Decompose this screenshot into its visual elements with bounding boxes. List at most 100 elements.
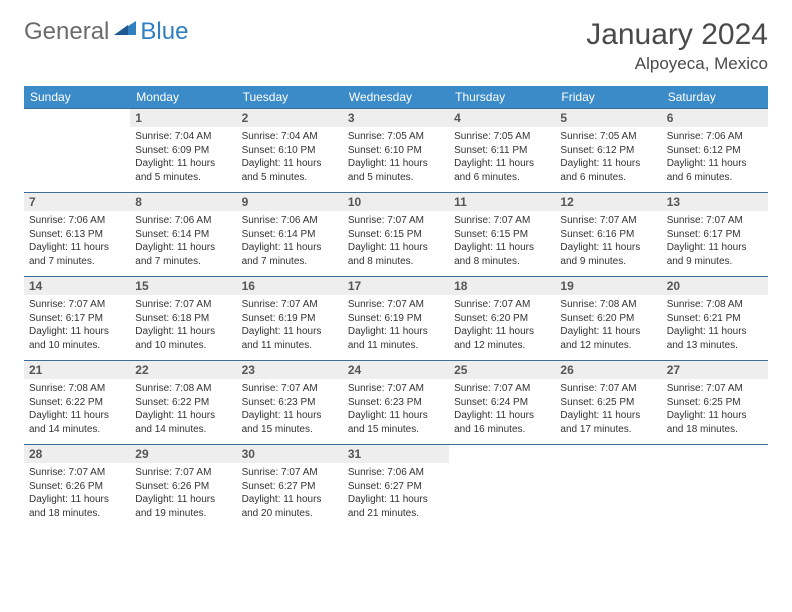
sunset-line: Sunset: 6:15 PM	[454, 228, 550, 242]
day-number: 8	[130, 193, 236, 211]
week-row: 14Sunrise: 7:07 AMSunset: 6:17 PMDayligh…	[24, 277, 768, 361]
day-cell: 1Sunrise: 7:04 AMSunset: 6:09 PMDaylight…	[130, 109, 236, 193]
sunrise-line: Sunrise: 7:08 AM	[29, 382, 125, 396]
weekday-header: Friday	[555, 86, 661, 109]
title-block: January 2024 Alpoyeca, Mexico	[586, 18, 768, 74]
day-details: Sunrise: 7:06 AMSunset: 6:12 PMDaylight:…	[662, 127, 768, 192]
day-cell: 21Sunrise: 7:08 AMSunset: 6:22 PMDayligh…	[24, 361, 130, 445]
sunrise-line: Sunrise: 7:07 AM	[454, 382, 550, 396]
sunrise-line: Sunrise: 7:08 AM	[135, 382, 231, 396]
day-cell: 4Sunrise: 7:05 AMSunset: 6:11 PMDaylight…	[449, 109, 555, 193]
weekday-header: Saturday	[662, 86, 768, 109]
sunset-line: Sunset: 6:19 PM	[242, 312, 338, 326]
daylight-line: Daylight: 11 hours and 20 minutes.	[242, 493, 338, 520]
day-cell: 31Sunrise: 7:06 AMSunset: 6:27 PMDayligh…	[343, 445, 449, 529]
daylight-line: Daylight: 11 hours and 14 minutes.	[29, 409, 125, 436]
sunset-line: Sunset: 6:18 PM	[135, 312, 231, 326]
weekday-header: Thursday	[449, 86, 555, 109]
sunset-line: Sunset: 6:21 PM	[667, 312, 763, 326]
day-number: 19	[555, 277, 661, 295]
week-row: 1Sunrise: 7:04 AMSunset: 6:09 PMDaylight…	[24, 109, 768, 193]
day-details: Sunrise: 7:06 AMSunset: 6:14 PMDaylight:…	[130, 211, 236, 276]
sunrise-line: Sunrise: 7:06 AM	[348, 466, 444, 480]
day-details: Sunrise: 7:07 AMSunset: 6:26 PMDaylight:…	[130, 463, 236, 528]
daylight-line: Daylight: 11 hours and 6 minutes.	[454, 157, 550, 184]
sunrise-line: Sunrise: 7:07 AM	[29, 466, 125, 480]
daylight-line: Daylight: 11 hours and 12 minutes.	[454, 325, 550, 352]
day-details: Sunrise: 7:04 AMSunset: 6:09 PMDaylight:…	[130, 127, 236, 192]
day-details: Sunrise: 7:08 AMSunset: 6:21 PMDaylight:…	[662, 295, 768, 360]
day-number: 1	[130, 109, 236, 127]
day-cell: 23Sunrise: 7:07 AMSunset: 6:23 PMDayligh…	[237, 361, 343, 445]
sunset-line: Sunset: 6:16 PM	[560, 228, 656, 242]
sunrise-line: Sunrise: 7:07 AM	[135, 466, 231, 480]
sunrise-line: Sunrise: 7:06 AM	[667, 130, 763, 144]
sunset-line: Sunset: 6:19 PM	[348, 312, 444, 326]
daylight-line: Daylight: 11 hours and 9 minutes.	[560, 241, 656, 268]
weekday-header: Sunday	[24, 86, 130, 109]
sunset-line: Sunset: 6:12 PM	[667, 144, 763, 158]
day-details: Sunrise: 7:07 AMSunset: 6:15 PMDaylight:…	[449, 211, 555, 276]
day-cell: 5Sunrise: 7:05 AMSunset: 6:12 PMDaylight…	[555, 109, 661, 193]
day-number: 12	[555, 193, 661, 211]
sunrise-line: Sunrise: 7:06 AM	[135, 214, 231, 228]
day-details: Sunrise: 7:08 AMSunset: 6:22 PMDaylight:…	[130, 379, 236, 444]
daylight-line: Daylight: 11 hours and 5 minutes.	[135, 157, 231, 184]
day-details: Sunrise: 7:07 AMSunset: 6:23 PMDaylight:…	[343, 379, 449, 444]
daylight-line: Daylight: 11 hours and 18 minutes.	[667, 409, 763, 436]
sunrise-line: Sunrise: 7:07 AM	[348, 298, 444, 312]
daylight-line: Daylight: 11 hours and 6 minutes.	[667, 157, 763, 184]
sunrise-line: Sunrise: 7:07 AM	[135, 298, 231, 312]
daylight-line: Daylight: 11 hours and 7 minutes.	[29, 241, 125, 268]
daylight-line: Daylight: 11 hours and 6 minutes.	[560, 157, 656, 184]
page-header: General Blue January 2024 Alpoyeca, Mexi…	[24, 18, 768, 74]
day-cell	[449, 445, 555, 529]
day-cell: 8Sunrise: 7:06 AMSunset: 6:14 PMDaylight…	[130, 193, 236, 277]
day-details: Sunrise: 7:07 AMSunset: 6:25 PMDaylight:…	[662, 379, 768, 444]
sunrise-line: Sunrise: 7:05 AM	[348, 130, 444, 144]
sunset-line: Sunset: 6:15 PM	[348, 228, 444, 242]
daylight-line: Daylight: 11 hours and 10 minutes.	[29, 325, 125, 352]
day-details: Sunrise: 7:05 AMSunset: 6:12 PMDaylight:…	[555, 127, 661, 192]
sunrise-line: Sunrise: 7:08 AM	[667, 298, 763, 312]
day-number: 3	[343, 109, 449, 127]
day-number: 4	[449, 109, 555, 127]
day-details: Sunrise: 7:07 AMSunset: 6:26 PMDaylight:…	[24, 463, 130, 528]
location: Alpoyeca, Mexico	[586, 54, 768, 74]
sunset-line: Sunset: 6:14 PM	[135, 228, 231, 242]
daylight-line: Daylight: 11 hours and 18 minutes.	[29, 493, 125, 520]
logo: General Blue	[24, 18, 188, 46]
sunset-line: Sunset: 6:14 PM	[242, 228, 338, 242]
sunset-line: Sunset: 6:10 PM	[348, 144, 444, 158]
day-details: Sunrise: 7:08 AMSunset: 6:22 PMDaylight:…	[24, 379, 130, 444]
day-details: Sunrise: 7:07 AMSunset: 6:20 PMDaylight:…	[449, 295, 555, 360]
sunrise-line: Sunrise: 7:07 AM	[242, 298, 338, 312]
day-number: 20	[662, 277, 768, 295]
day-number: 2	[237, 109, 343, 127]
sunrise-line: Sunrise: 7:06 AM	[242, 214, 338, 228]
day-cell: 7Sunrise: 7:06 AMSunset: 6:13 PMDaylight…	[24, 193, 130, 277]
daylight-line: Daylight: 11 hours and 15 minutes.	[242, 409, 338, 436]
sunset-line: Sunset: 6:24 PM	[454, 396, 550, 410]
daylight-line: Daylight: 11 hours and 9 minutes.	[667, 241, 763, 268]
day-number: 28	[24, 445, 130, 463]
sunrise-line: Sunrise: 7:05 AM	[454, 130, 550, 144]
day-cell: 15Sunrise: 7:07 AMSunset: 6:18 PMDayligh…	[130, 277, 236, 361]
daylight-line: Daylight: 11 hours and 8 minutes.	[454, 241, 550, 268]
sunrise-line: Sunrise: 7:05 AM	[560, 130, 656, 144]
sunrise-line: Sunrise: 7:06 AM	[29, 214, 125, 228]
logo-triangle-icon	[114, 16, 138, 44]
day-cell: 29Sunrise: 7:07 AMSunset: 6:26 PMDayligh…	[130, 445, 236, 529]
sunrise-line: Sunrise: 7:04 AM	[242, 130, 338, 144]
day-cell: 22Sunrise: 7:08 AMSunset: 6:22 PMDayligh…	[130, 361, 236, 445]
day-cell: 24Sunrise: 7:07 AMSunset: 6:23 PMDayligh…	[343, 361, 449, 445]
weekday-header-row: SundayMondayTuesdayWednesdayThursdayFrid…	[24, 86, 768, 109]
day-number: 23	[237, 361, 343, 379]
day-number: 25	[449, 361, 555, 379]
day-details: Sunrise: 7:07 AMSunset: 6:19 PMDaylight:…	[237, 295, 343, 360]
daylight-line: Daylight: 11 hours and 15 minutes.	[348, 409, 444, 436]
day-details: Sunrise: 7:07 AMSunset: 6:19 PMDaylight:…	[343, 295, 449, 360]
sunset-line: Sunset: 6:25 PM	[560, 396, 656, 410]
day-details: Sunrise: 7:07 AMSunset: 6:17 PMDaylight:…	[662, 211, 768, 276]
day-number: 7	[24, 193, 130, 211]
